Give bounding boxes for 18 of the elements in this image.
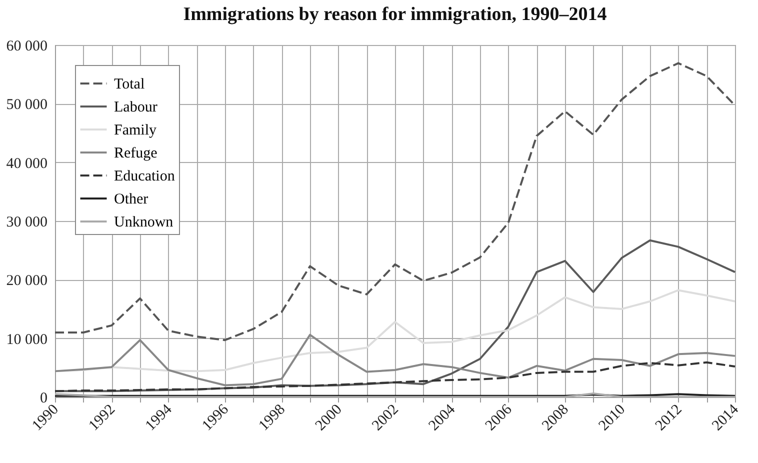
y-tick-label: 20 000 (6, 273, 48, 290)
y-tick-label: 10 000 (6, 332, 48, 348)
legend-label: Family (114, 122, 157, 138)
y-tick-label: 60 000 (6, 38, 48, 54)
y-tick-label: 30 000 (6, 214, 48, 230)
line-series (54, 62, 736, 342)
legend-label: Refuge (114, 146, 158, 162)
legend-label: Education (114, 168, 176, 184)
line-series (54, 361, 736, 392)
chart-title: Immigrations by reason for immigration, 1990–2014 (183, 4, 608, 25)
y-tick-label: 0 (40, 390, 48, 406)
legend-label: Labour (114, 100, 158, 116)
y-tick-label: 40 000 (6, 156, 48, 172)
line-series (54, 334, 736, 386)
legend-label: Other (114, 192, 148, 208)
legend-label: Total (114, 76, 145, 92)
legend-label: Unknown (114, 214, 174, 230)
y-tick-label: 50 000 (6, 97, 48, 114)
